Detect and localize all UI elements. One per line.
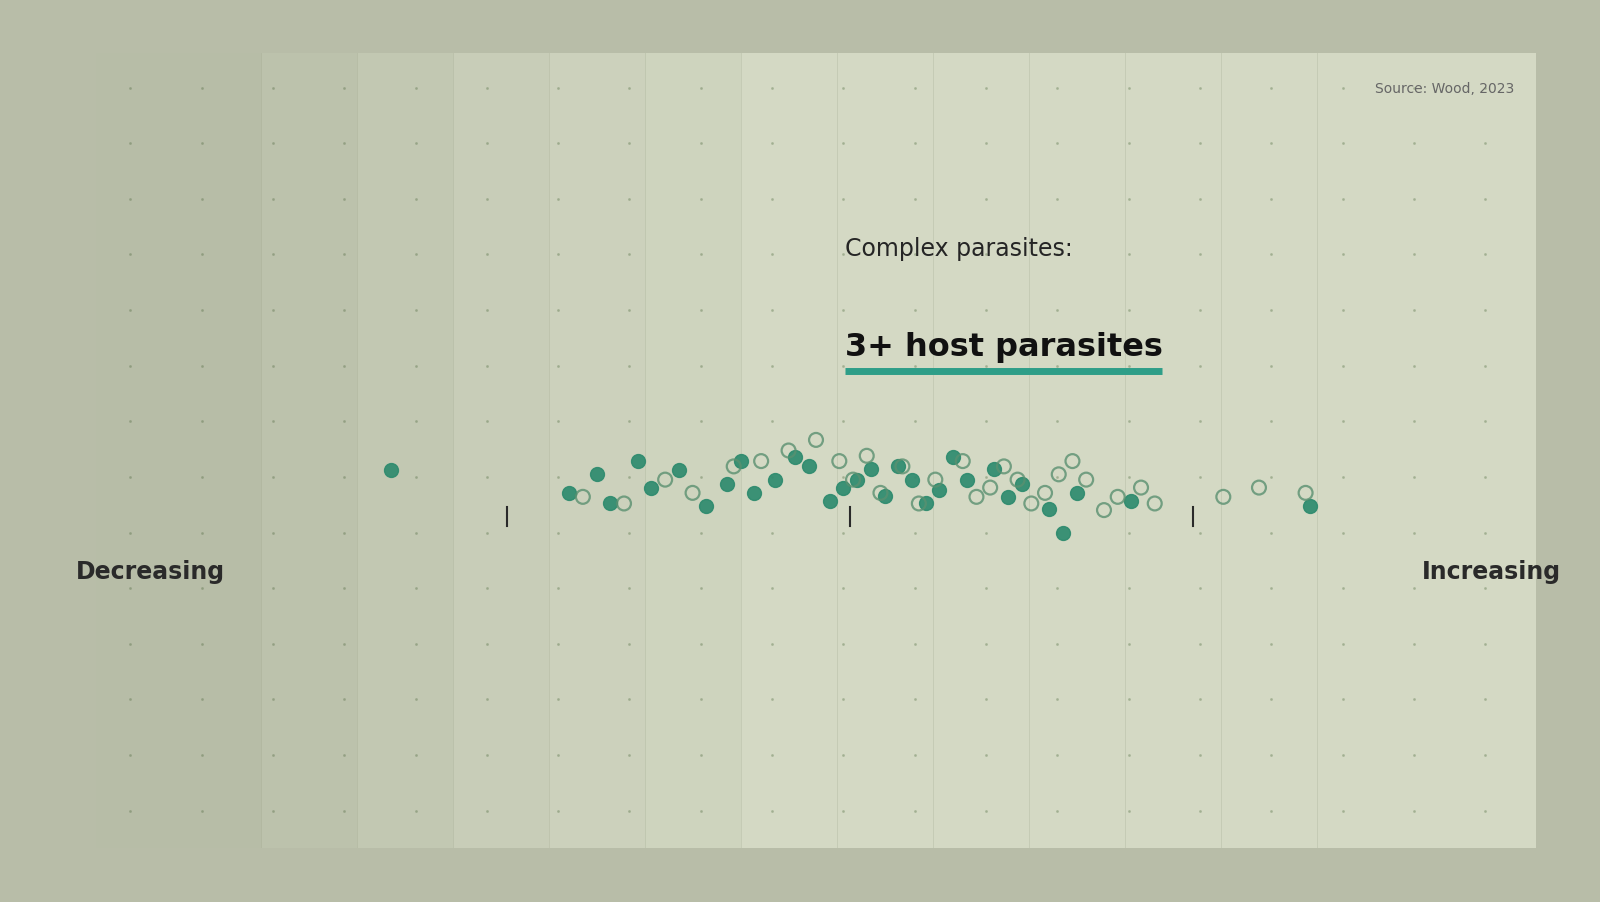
Point [830, 481, 856, 495]
Point [1037, 502, 1062, 517]
Point [680, 486, 706, 501]
Point [827, 455, 853, 469]
Point [818, 494, 843, 509]
Point [1106, 490, 1131, 504]
Point [722, 460, 747, 474]
Point [885, 460, 910, 474]
Text: Decreasing: Decreasing [75, 559, 224, 584]
Text: Source: Wood, 2023: Source: Wood, 2023 [1374, 82, 1515, 96]
Point [941, 450, 966, 465]
Point [906, 497, 931, 511]
Point [1050, 526, 1075, 540]
Point [845, 473, 870, 487]
Point [666, 464, 691, 478]
Point [858, 463, 883, 477]
Point [762, 473, 787, 487]
Point [926, 483, 952, 498]
Text: Increasing: Increasing [1421, 559, 1560, 584]
Point [1118, 494, 1144, 509]
Point [954, 473, 979, 487]
Point [1246, 481, 1272, 495]
Point [914, 497, 939, 511]
Point [872, 489, 898, 503]
Point [1010, 477, 1035, 492]
Text: 3+ host parasites: 3+ host parasites [845, 332, 1163, 363]
Bar [453, 54, 549, 848]
Point [1091, 503, 1117, 518]
Point [638, 481, 664, 495]
Point [840, 473, 866, 487]
Point [1005, 473, 1030, 487]
Point [854, 449, 880, 464]
Point [803, 433, 829, 447]
Point [1298, 500, 1323, 514]
Point [626, 455, 651, 469]
Point [963, 490, 989, 504]
Point [653, 473, 678, 487]
Point [1059, 455, 1085, 469]
Point [923, 473, 949, 487]
Point [978, 481, 1003, 495]
Point [899, 473, 925, 487]
Bar [261, 54, 357, 848]
Point [570, 490, 595, 504]
Bar [96, 54, 261, 848]
Bar [357, 54, 453, 848]
Point [990, 460, 1016, 474]
Point [378, 464, 403, 478]
Point [776, 444, 802, 458]
Point [797, 460, 822, 474]
Point [1293, 486, 1318, 501]
Point [728, 455, 754, 469]
Point [584, 467, 610, 482]
Point [981, 463, 1006, 477]
Point [1211, 490, 1237, 504]
Text: Complex parasites:: Complex parasites: [845, 236, 1072, 261]
Point [597, 497, 622, 511]
Point [611, 497, 637, 511]
Point [1142, 497, 1168, 511]
Point [1046, 467, 1072, 482]
Bar [549, 54, 645, 848]
Point [693, 500, 718, 514]
Bar [645, 54, 741, 848]
Point [1128, 481, 1154, 495]
Point [1032, 486, 1058, 501]
Point [890, 460, 915, 474]
Point [1019, 497, 1045, 511]
Point [714, 477, 739, 492]
Point [741, 486, 766, 501]
Point [749, 455, 774, 469]
Point [1074, 473, 1099, 487]
Point [782, 450, 808, 465]
Point [995, 490, 1021, 504]
Point [557, 486, 582, 501]
Point [950, 455, 976, 469]
Point [1064, 486, 1090, 501]
Point [867, 486, 893, 501]
